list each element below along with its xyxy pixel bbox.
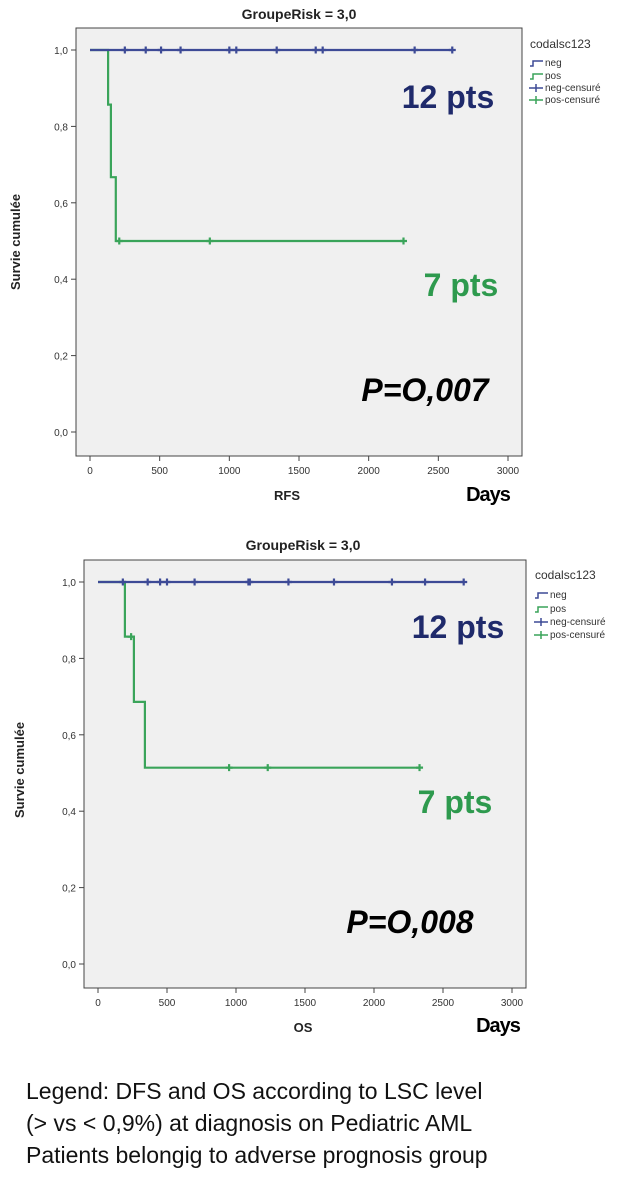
legend-title: codalsc123 bbox=[535, 568, 596, 582]
x-tick-label: 1500 bbox=[294, 998, 317, 1009]
x-axis-label: OS bbox=[294, 1020, 313, 1035]
x-tick-label: 0 bbox=[87, 466, 93, 477]
legend-title: codalsc123 bbox=[530, 37, 591, 51]
neg-patient-count: 12 pts bbox=[412, 609, 504, 645]
y-tick-label: 0,0 bbox=[62, 960, 76, 971]
y-tick-label: 0,4 bbox=[54, 275, 68, 286]
p-value: P=O,007 bbox=[361, 372, 490, 408]
censor-mark-neg bbox=[191, 578, 199, 586]
x-tick-label: 2000 bbox=[358, 466, 381, 477]
legend-item-pos: pos bbox=[535, 604, 566, 615]
censor-mark-pos bbox=[264, 764, 272, 772]
censor-mark-pos bbox=[225, 764, 233, 772]
y-tick-label: 0,6 bbox=[62, 731, 76, 742]
y-tick-label: 0,8 bbox=[54, 122, 68, 133]
x-tick-label: 1000 bbox=[218, 466, 241, 477]
censor-mark-pos bbox=[127, 633, 135, 641]
x-tick-label: 0 bbox=[95, 998, 101, 1009]
censor-mark-pos bbox=[400, 237, 407, 245]
censor-mark-neg bbox=[163, 578, 171, 586]
legend-item-pos-censored: pos-censuré bbox=[534, 630, 605, 641]
censor-mark-neg bbox=[460, 578, 468, 586]
legend-item-neg-censored: neg-censuré bbox=[529, 83, 601, 94]
svg-text:pos-censuré: pos-censuré bbox=[545, 95, 600, 106]
censor-mark-neg bbox=[121, 46, 129, 54]
rfs-survival-chart: GroupeRisk = 3,0 0,0 0,2 0,4 0,6 0,8 1,0 0 500… bbox=[8, 6, 601, 506]
x-tick-label: 2500 bbox=[427, 466, 450, 477]
svg-text:neg-censuré: neg-censuré bbox=[545, 83, 601, 94]
x-tick-label: 500 bbox=[151, 466, 168, 477]
os-survival-chart: GroupeRisk = 3,0 0,0 0,2 0,4 0,6 0,8 1,0 0 500… bbox=[12, 537, 606, 1037]
censor-mark-neg bbox=[177, 46, 185, 54]
days-label: Days bbox=[476, 1015, 521, 1037]
neg-patient-count: 12 pts bbox=[402, 79, 494, 115]
y-tick-label: 0,8 bbox=[62, 654, 76, 665]
x-tick-label: 1500 bbox=[288, 466, 311, 477]
censor-mark-pos bbox=[115, 237, 123, 245]
legend: codalsc123 neg pos neg-censuré pos-censu… bbox=[529, 37, 601, 106]
legend-item-neg: neg bbox=[530, 58, 562, 69]
pos-patient-count: 7 pts bbox=[424, 267, 499, 303]
y-tick-label: 0,0 bbox=[54, 428, 68, 439]
x-tick-label: 1000 bbox=[225, 998, 248, 1009]
svg-text:pos-censuré: pos-censuré bbox=[550, 630, 605, 641]
x-axis-label: RFS bbox=[274, 488, 300, 503]
legend-item-neg: neg bbox=[535, 590, 567, 601]
censor-mark-neg bbox=[330, 578, 338, 586]
x-tick-label: 500 bbox=[159, 998, 176, 1009]
censor-mark-neg bbox=[273, 46, 281, 54]
y-tick-label: 0,4 bbox=[62, 807, 76, 818]
censor-mark-pos bbox=[206, 237, 214, 245]
p-value: P=O,008 bbox=[346, 904, 473, 940]
censor-mark-neg bbox=[156, 578, 164, 586]
legend-item-pos-censored: pos-censuré bbox=[529, 95, 600, 106]
censor-mark-neg bbox=[142, 46, 150, 54]
x-tick-label: 3000 bbox=[497, 466, 520, 477]
chart-title: GroupeRisk = 3,0 bbox=[242, 6, 357, 22]
x-tick-label: 3000 bbox=[501, 998, 524, 1009]
censor-mark-neg bbox=[319, 46, 327, 54]
caption-line: Patients belongig to adverse prognosis g… bbox=[26, 1142, 488, 1168]
censor-mark-neg bbox=[225, 46, 233, 54]
censor-mark-pos bbox=[416, 764, 424, 772]
censor-mark-neg bbox=[284, 578, 292, 586]
censor-mark-neg bbox=[119, 578, 127, 586]
censor-mark-neg bbox=[232, 46, 240, 54]
censor-mark-neg bbox=[246, 578, 254, 586]
svg-text:neg: neg bbox=[545, 58, 562, 69]
censor-mark-neg bbox=[448, 46, 456, 54]
x-tick-label: 2000 bbox=[363, 998, 386, 1009]
censor-mark-neg bbox=[388, 578, 396, 586]
y-tick-label: 0,2 bbox=[54, 352, 68, 363]
svg-text:neg-censuré: neg-censuré bbox=[550, 617, 606, 628]
x-tick-label: 2500 bbox=[432, 998, 455, 1009]
caption-line: Legend: DFS and OS according to LSC leve… bbox=[26, 1078, 483, 1104]
legend-item-neg-censored: neg-censuré bbox=[534, 617, 606, 628]
svg-text:pos: pos bbox=[550, 604, 566, 615]
y-tick-label: 1,0 bbox=[62, 578, 76, 589]
svg-text:neg: neg bbox=[550, 590, 567, 601]
censor-mark-neg bbox=[157, 46, 165, 54]
y-axis-label: Survie cumulée bbox=[12, 722, 27, 818]
y-tick-label: 1,0 bbox=[54, 46, 68, 57]
survival-curve-pos bbox=[90, 48, 404, 243]
censor-mark-neg bbox=[144, 578, 152, 586]
chart-title: GroupeRisk = 3,0 bbox=[246, 537, 361, 553]
y-tick-label: 0,6 bbox=[54, 199, 68, 210]
plot-area bbox=[83, 559, 527, 989]
svg-text:pos: pos bbox=[545, 71, 561, 82]
legend-item-pos: pos bbox=[530, 71, 561, 82]
y-axis-label: Survie cumulée bbox=[8, 194, 23, 290]
survival-curve-pos bbox=[98, 580, 420, 769]
censor-mark-neg bbox=[411, 46, 419, 54]
legend: codalsc123 neg pos neg-censuré pos-censu… bbox=[534, 568, 606, 641]
censor-mark-neg bbox=[312, 46, 320, 54]
pos-patient-count: 7 pts bbox=[418, 784, 493, 820]
caption-line: (> vs < 0,9%) at diagnosis on Pediatric … bbox=[26, 1110, 473, 1136]
y-tick-label: 0,2 bbox=[62, 884, 76, 895]
censor-mark-neg bbox=[421, 578, 429, 586]
figure-caption: Legend: DFS and OS according to LSC leve… bbox=[26, 1075, 626, 1171]
days-label: Days bbox=[466, 484, 511, 506]
